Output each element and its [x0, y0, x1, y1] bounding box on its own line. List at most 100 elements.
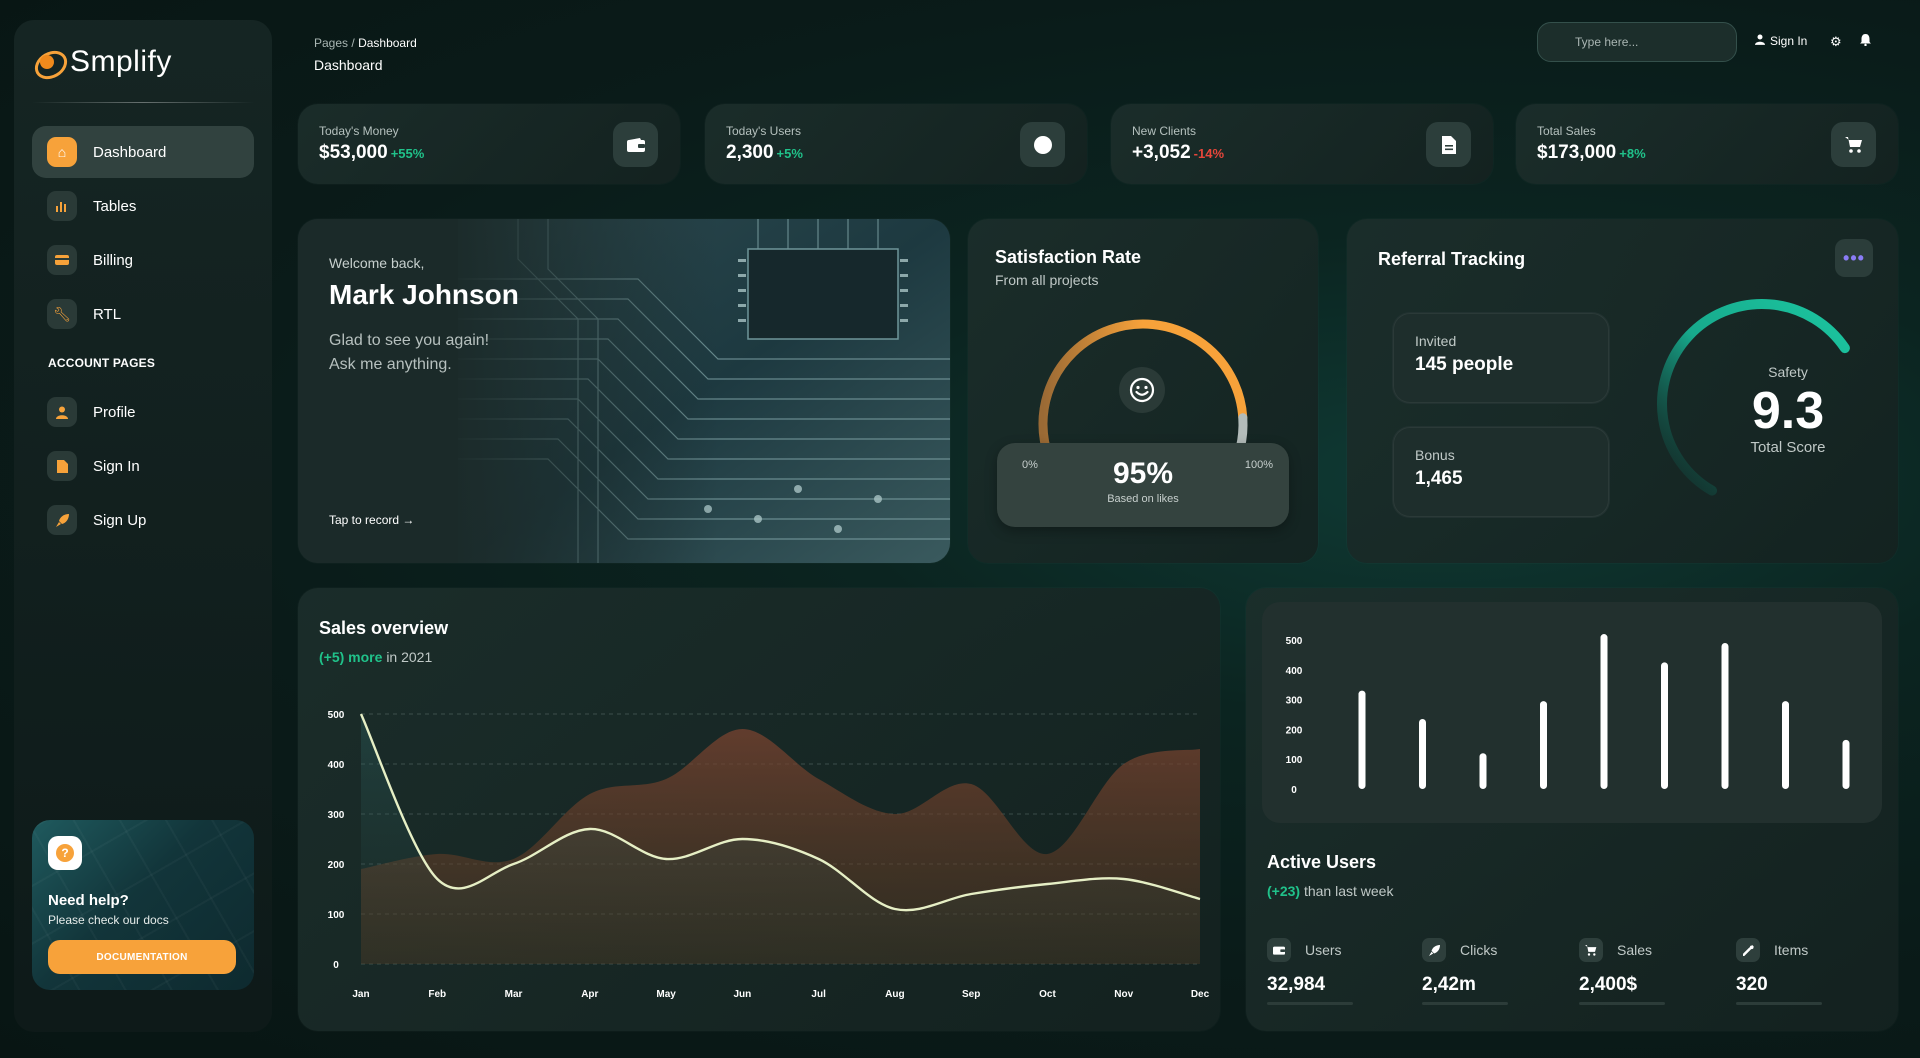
breadcrumb-parent[interactable]: Pages	[314, 36, 349, 50]
ellipsis-icon[interactable]: •••	[1835, 239, 1873, 277]
sidebar-item-label: Billing	[93, 251, 134, 269]
stat-value: 2,300 +5%	[726, 142, 803, 163]
active-users-subtitle: (+23) than last week	[1267, 883, 1394, 899]
gear-icon[interactable]: ⚙	[1830, 34, 1842, 49]
bar	[1661, 662, 1668, 789]
sidebar-item-label: Sign Up	[93, 511, 147, 529]
metric-label: Users	[1305, 942, 1342, 958]
tap-to-record-link[interactable]: Tap to record →	[329, 513, 415, 527]
total-score-label: Total Score	[1750, 439, 1826, 456]
y-tick-label: 500	[328, 710, 345, 721]
sidebar-item-label: RTL	[93, 305, 122, 323]
invited-value: 145 people	[1415, 354, 1514, 375]
satisfaction-card: Satisfaction Rate From all projects 0% 1…	[968, 219, 1318, 563]
safety-score-gauge	[1657, 299, 1850, 496]
x-tick-label: Jun	[733, 989, 751, 1000]
active-users-title: Active Users	[1267, 852, 1377, 872]
stat-change: -14%	[1193, 146, 1225, 161]
y-tick-label: 300	[328, 810, 345, 821]
stat-card-clients: New Clients +3,052 -14%	[1111, 104, 1493, 184]
satisfaction-note: Based on likes	[1107, 493, 1179, 505]
metric-value: 320	[1736, 974, 1768, 995]
cart-icon	[1831, 122, 1876, 167]
x-tick-label: Apr	[581, 989, 598, 1000]
breadcrumb-separator: /	[351, 36, 355, 50]
sign-in-link[interactable]: Sign In	[1755, 34, 1807, 48]
bar	[1600, 634, 1608, 789]
sidebar-section-label: ACCOUNT PAGES	[48, 356, 156, 370]
documentation-button[interactable]: DOCUMENTATION	[48, 940, 236, 974]
x-tick-label: Aug	[885, 989, 904, 1000]
referral-card: Referral Tracking ••• Invited 145 people…	[1347, 219, 1898, 563]
welcome-message: Glad to see you again! Ask me anything.	[329, 332, 490, 373]
sales-overview-card: Sales overview (+5) more in 2021 0 100 200…	[298, 588, 1220, 1031]
invited-box: Invited 145 people	[1392, 312, 1610, 404]
sidebar-item-dashboard[interactable]: ⌂ Dashboard	[32, 126, 254, 178]
bar	[1419, 718, 1426, 789]
page-title: Dashboard	[314, 57, 383, 73]
sidebar-item-sign-in[interactable]: Sign In	[32, 440, 254, 492]
sidebar-item-tables[interactable]: Tables	[32, 180, 254, 232]
sidebar-item-label: Tables	[93, 197, 137, 215]
arrow-right-icon: →	[402, 513, 415, 527]
user-icon	[47, 397, 77, 427]
bar-chart-icon	[47, 191, 77, 221]
stat-change: +55%	[390, 146, 425, 161]
series-area-1	[361, 714, 1200, 964]
bell-icon[interactable]	[1860, 34, 1871, 49]
sidebar-item-label: Sign In	[93, 457, 140, 475]
brand-logo[interactable]: Smplify	[30, 44, 172, 80]
stat-label: Total Sales	[1537, 124, 1596, 138]
help-card: ? Need help? Please check our docs DOCUM…	[32, 820, 254, 990]
stat-card-users: Today's Users 2,300 +5%	[705, 104, 1087, 184]
wallet-icon	[613, 122, 658, 167]
metric-progress	[1422, 1002, 1508, 1005]
help-subtitle: Please check our docs	[48, 913, 169, 927]
y-tick-label: 400	[1286, 666, 1303, 677]
question-icon: ?	[48, 836, 82, 870]
sales-overview-chart: 0 100 200 300 400 500 Jan Feb Mar Apr May Jun Jul Au…	[328, 710, 1210, 1000]
y-tick-label: 0	[1291, 785, 1297, 796]
stat-value: $173,000 +8%	[1537, 142, 1646, 163]
stat-change: +5%	[776, 146, 803, 161]
sales-overview-title: Sales overview	[319, 618, 449, 638]
wallet-icon	[1267, 938, 1291, 962]
x-tick-label: Nov	[1114, 989, 1133, 1000]
sidebar-item-rtl[interactable]: 🔧︎ RTL	[32, 288, 254, 340]
y-tick-label: 300	[1286, 696, 1303, 707]
metric-sales: Sales 2,400$	[1579, 938, 1719, 1005]
sidebar-item-profile[interactable]: Profile	[32, 386, 254, 438]
metric-value: 2,400$	[1579, 974, 1638, 995]
y-tick-label: 100	[1286, 755, 1303, 766]
satisfaction-value-box: 0% 100% 95% Based on likes	[997, 443, 1289, 527]
metric-label: Sales	[1617, 942, 1653, 958]
smiley-icon	[1119, 367, 1165, 413]
sidebar-item-billing[interactable]: Billing	[32, 234, 254, 286]
bar	[1358, 690, 1366, 789]
satisfaction-subtitle: From all projects	[995, 272, 1099, 288]
active-users-chart-panel: 0 100 200 300 400 500	[1262, 602, 1882, 823]
bonus-value: 1,465	[1415, 468, 1463, 489]
stat-card-sales: Total Sales $173,000 +8%	[1516, 104, 1898, 184]
gauge-min-label: 0%	[1022, 459, 1038, 471]
stat-label: New Clients	[1132, 124, 1197, 138]
x-tick-label: May	[656, 989, 676, 1000]
metric-items: Items 320	[1736, 938, 1876, 1005]
sidebar-divider	[32, 102, 254, 103]
metric-value: 32,984	[1267, 974, 1326, 995]
sidebar-item-sign-up[interactable]: Sign Up	[32, 494, 254, 546]
y-tick-label: 100	[328, 910, 345, 921]
wrench-icon: 🔧︎	[47, 299, 77, 329]
referral-title: Referral Tracking	[1378, 249, 1526, 269]
y-tick-label: 400	[328, 760, 345, 771]
home-icon: ⌂	[47, 137, 77, 167]
sidebar-item-label: Profile	[93, 403, 136, 421]
welcome-greeting: Welcome back,	[329, 255, 425, 271]
search-input[interactable]	[1537, 22, 1737, 62]
metric-label: Clicks	[1460, 942, 1498, 958]
breadcrumb-current: Dashboard	[358, 36, 417, 50]
x-tick-label: Dec	[1191, 989, 1210, 1000]
welcome-card: Welcome back, Mark Johnson Glad to see y…	[298, 219, 950, 563]
x-tick-label: Feb	[428, 989, 446, 1000]
metric-clicks: Clicks 2,42m	[1422, 938, 1562, 1005]
